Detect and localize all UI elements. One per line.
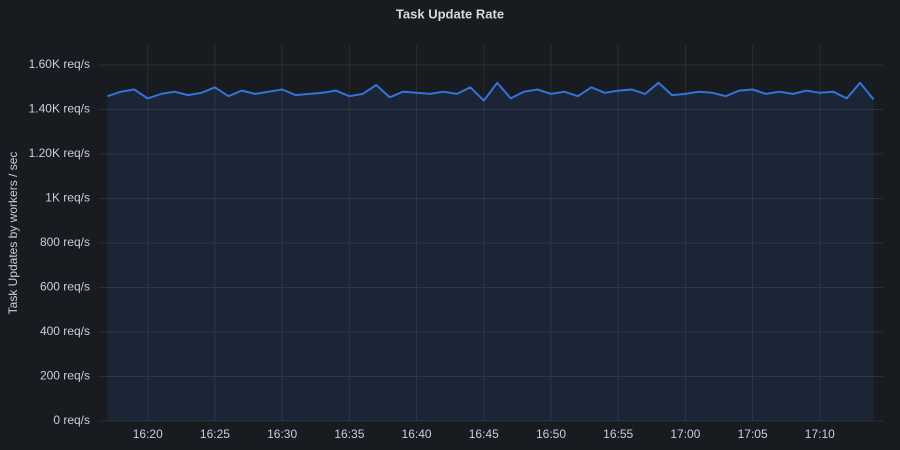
y-tick-label: 1.60K req/s (29, 57, 90, 71)
x-tick-label: 16:35 (334, 427, 364, 441)
chart-title: Task Update Rate (396, 6, 504, 21)
x-tick-label: 16:40 (402, 427, 432, 441)
y-tick-label: 600 req/s (40, 280, 90, 294)
y-tick-label: 800 req/s (40, 235, 90, 249)
x-tick-label: 17:10 (805, 427, 835, 441)
x-tick-label: 16:20 (133, 427, 163, 441)
x-tick-label: 17:05 (738, 427, 768, 441)
y-tick-label: 1.20K req/s (29, 146, 90, 160)
x-tick-label: 16:55 (603, 427, 633, 441)
series-line (107, 81, 875, 102)
x-tick-label: 16:30 (267, 427, 297, 441)
y-tick-label: 1K req/s (45, 191, 90, 205)
x-tick-label: 16:50 (536, 427, 566, 441)
y-tick-label: 0 req/s (53, 413, 90, 427)
y-tick-label: 1.40K req/s (29, 102, 90, 116)
x-tick-label: 16:25 (200, 427, 230, 441)
x-tick-label: 16:45 (469, 427, 499, 441)
y-tick-label: 200 req/s (40, 369, 90, 383)
y-axis-label: Task Updates by workers / sec (6, 152, 20, 315)
x-tick-label: 17:00 (670, 427, 700, 441)
area-fill (107, 82, 874, 422)
y-tick-label: 400 req/s (40, 324, 90, 338)
